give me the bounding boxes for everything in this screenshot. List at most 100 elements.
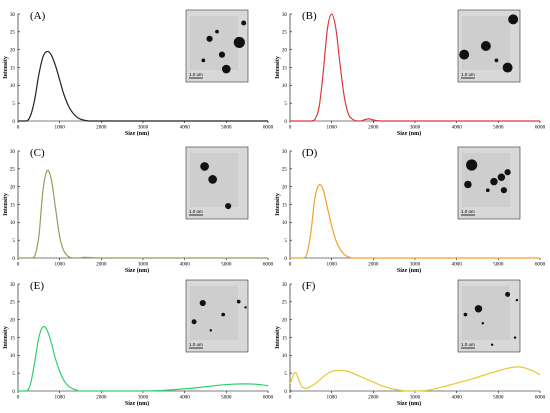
- x-tick-label: 4000: [451, 125, 462, 131]
- x-tick-label: 2000: [368, 262, 379, 268]
- x-tick-label: 3000: [138, 125, 149, 131]
- particle: [218, 51, 226, 58]
- x-tick-label: 0: [17, 262, 20, 268]
- y-tick-label: 5: [12, 371, 15, 377]
- panel-label: (D): [302, 147, 318, 159]
- x-tick-label: 5000: [221, 125, 232, 131]
- scale-bar-label: 1.0 um: [461, 72, 475, 77]
- inset-texture: [462, 286, 510, 340]
- x-tick-label: 3000: [410, 262, 421, 268]
- y-tick-label: 10: [10, 353, 16, 359]
- particle: [463, 312, 468, 317]
- x-tick-label: 1000: [326, 262, 337, 268]
- x-tick-label: 5000: [221, 395, 232, 401]
- panel-2: 0 5 10 15 20 25 30 0 1000 2000 3000 4000 5000 6000 Siz…: [3, 146, 274, 274]
- y-tick-label: 0: [284, 256, 287, 262]
- particle: [201, 58, 206, 63]
- panel-label: (B): [302, 10, 317, 22]
- y-tick-label: 0: [12, 256, 15, 262]
- particle: [208, 175, 217, 184]
- x-tick-label: 0: [17, 395, 20, 401]
- tem-inset: 1.0 um: [185, 146, 249, 220]
- x-axis-label: Size (nm): [397, 267, 421, 274]
- particle: [481, 321, 485, 325]
- x-tick-label: 5000: [493, 125, 504, 131]
- x-tick-label: 5000: [493, 395, 504, 401]
- x-tick-label: 6000: [535, 125, 546, 131]
- scale-bar-label: 1.0 um: [189, 72, 203, 77]
- x-tick-label: 0: [17, 125, 20, 131]
- particle: [485, 188, 490, 193]
- x-tick-label: 3000: [410, 125, 421, 131]
- x-tick-label: 2000: [368, 125, 379, 131]
- x-tick-label: 0: [289, 262, 292, 268]
- y-tick-label: 0: [12, 119, 15, 125]
- x-tick-label: 4000: [179, 125, 190, 131]
- y-tick-label: 30: [282, 282, 288, 288]
- particle: [480, 41, 491, 51]
- x-tick-label: 0: [289, 125, 292, 131]
- y-tick-label: 15: [282, 65, 288, 71]
- x-tick-label: 3000: [410, 395, 421, 401]
- series-line: [289, 366, 541, 392]
- particle: [215, 29, 219, 34]
- y-tick-label: 25: [282, 300, 288, 306]
- panel-1: 0 5 10 15 20 25 30 0 1000 2000 3000 4000 5000 6000 Siz…: [275, 9, 546, 137]
- y-axis-label: Intensity: [275, 193, 281, 216]
- particle: [200, 162, 209, 171]
- particle: [508, 14, 519, 25]
- x-tick-label: 1000: [54, 125, 65, 131]
- y-tick-label: 15: [10, 202, 16, 208]
- tem-inset: 1.0 um: [185, 279, 249, 353]
- tem-inset: 1.0 um: [457, 279, 521, 353]
- y-tick-label: 25: [282, 167, 288, 173]
- x-tick-label: 3000: [138, 395, 149, 401]
- y-tick-label: 20: [10, 317, 16, 323]
- y-tick-label: 25: [10, 300, 16, 306]
- x-tick-label: 4000: [179, 262, 190, 268]
- x-axis-label: Size (nm): [125, 400, 149, 407]
- scale-bar-label: 1.0 um: [189, 342, 203, 347]
- x-tick-label: 6000: [263, 125, 274, 131]
- particle: [233, 36, 245, 48]
- series-line: [18, 325, 269, 392]
- tem-inset: 1.0 um: [185, 9, 249, 83]
- y-axis-label: Intensity: [3, 326, 9, 349]
- x-tick-label: 5000: [221, 262, 232, 268]
- y-tick-label: 10: [10, 220, 16, 226]
- x-tick-label: 4000: [451, 395, 462, 401]
- y-tick-label: 25: [10, 167, 16, 173]
- y-axis-label: Intensity: [3, 193, 9, 216]
- x-tick-label: 5000: [493, 262, 504, 268]
- particle: [497, 173, 506, 181]
- y-tick-label: 10: [10, 83, 16, 89]
- series-line: [17, 50, 268, 122]
- x-tick-label: 3000: [138, 262, 149, 268]
- y-tick-label: 0: [12, 389, 15, 395]
- panel-4: 0 5 10 15 20 25 30 0 1000 2000 3000 4000 5000 6000 Siz…: [3, 279, 274, 407]
- y-tick-label: 20: [282, 47, 288, 53]
- x-tick-label: 6000: [535, 395, 546, 401]
- particle: [494, 58, 499, 63]
- x-axis-label: Size (nm): [397, 400, 421, 407]
- particle: [206, 35, 213, 42]
- y-tick-label: 15: [282, 335, 288, 341]
- x-axis-label: Size (nm): [125, 267, 149, 274]
- x-tick-label: 0: [289, 395, 292, 401]
- panel-label: (C): [30, 147, 45, 159]
- x-tick-label: 2000: [368, 395, 379, 401]
- x-tick-label: 2000: [96, 125, 107, 131]
- particle: [191, 319, 197, 325]
- particle: [199, 299, 206, 307]
- x-tick-label: 6000: [263, 262, 274, 268]
- series-line: [289, 184, 540, 259]
- particle: [209, 329, 213, 332]
- y-tick-label: 5: [284, 371, 287, 377]
- x-tick-label: 1000: [326, 395, 337, 401]
- y-tick-label: 20: [10, 47, 16, 53]
- particle: [464, 180, 472, 189]
- particle: [474, 305, 483, 313]
- y-tick-label: 30: [282, 12, 288, 18]
- particle: [241, 20, 247, 26]
- panel-3: 0 5 10 15 20 25 30 0 1000 2000 3000 4000 5000 6000 Siz…: [275, 146, 546, 274]
